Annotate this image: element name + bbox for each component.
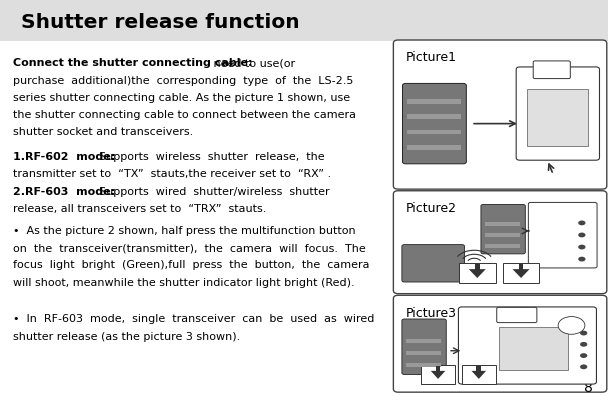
FancyBboxPatch shape [402,84,466,164]
Bar [406,363,441,367]
Bar [477,367,481,372]
FancyBboxPatch shape [393,41,607,190]
Circle shape [558,317,585,334]
FancyBboxPatch shape [402,245,465,282]
FancyBboxPatch shape [0,0,608,42]
Text: focus  light  bright  (Green),full  press  the  button,  the  camera: focus light bright (Green),full press th… [13,260,370,270]
FancyBboxPatch shape [402,319,446,375]
Bar [485,222,520,226]
Text: release, all transceivers set to  “TRX”  stauts.: release, all transceivers set to “TRX” s… [13,203,267,213]
Text: shutter socket and transceivers.: shutter socket and transceivers. [13,127,193,137]
Text: series shutter connecting cable. As the picture 1 shown, use: series shutter connecting cable. As the … [13,93,350,103]
Text: Picture2: Picture2 [406,202,457,215]
Text: purchase  additional)the  corresponding  type  of  the  LS-2.5: purchase additional)the corresponding ty… [13,75,354,85]
Text: 8: 8 [584,380,593,394]
Bar [407,115,461,120]
Text: Picture1: Picture1 [406,51,457,64]
Bar [407,100,461,105]
Text: Supports  wireless  shutter  release,  the: Supports wireless shutter release, the [92,152,325,162]
Bar [407,130,461,135]
FancyBboxPatch shape [516,68,599,161]
Text: 2.RF-603  mode:: 2.RF-603 mode: [13,186,116,196]
Text: •  In  RF-603  mode,  single  transceiver  can  be  used  as  wired: • In RF-603 mode, single transceiver can… [13,314,375,324]
FancyBboxPatch shape [0,42,608,401]
Polygon shape [430,371,445,379]
FancyBboxPatch shape [481,205,525,254]
Text: Connect the shutter connecting cable:: Connect the shutter connecting cable: [13,58,253,68]
Circle shape [580,331,587,336]
Text: need to use(or: need to use(or [210,58,295,68]
Bar [485,233,520,237]
Circle shape [580,365,587,369]
Bar [462,365,496,384]
Polygon shape [469,269,486,278]
Bar [435,367,440,372]
Bar [475,265,480,270]
Bar [499,328,568,370]
Bar [407,146,461,150]
Bar [503,263,539,284]
Circle shape [578,257,586,262]
Circle shape [578,221,586,226]
Circle shape [578,245,586,250]
Text: shutter release (as the picture 3 shown).: shutter release (as the picture 3 shown)… [13,331,241,341]
Bar [485,245,520,249]
FancyBboxPatch shape [533,62,570,79]
Text: 1.RF-602  mode:: 1.RF-602 mode: [13,152,116,162]
Bar [406,351,441,355]
Bar [459,263,496,284]
Bar [527,90,588,146]
Polygon shape [471,371,486,379]
Circle shape [578,233,586,238]
FancyBboxPatch shape [393,296,607,392]
Text: Picture3: Picture3 [406,306,457,319]
Text: transmitter set to  “TX”  stauts,the receiver set to  “RX” .: transmitter set to “TX” stauts,the recei… [13,169,331,179]
Text: Shutter release function: Shutter release function [21,12,300,32]
Text: will shoot, meanwhile the shutter indicator light bright (Red).: will shoot, meanwhile the shutter indica… [13,277,355,287]
Bar [421,365,455,384]
Bar [406,339,441,343]
Circle shape [580,353,587,358]
Text: the shutter connecting cable to connect between the camera: the shutter connecting cable to connect … [13,110,356,120]
FancyBboxPatch shape [528,203,597,268]
Polygon shape [513,269,530,278]
Text: Supports  wired  shutter/wireless  shutter: Supports wired shutter/wireless shutter [92,186,330,196]
FancyBboxPatch shape [458,307,596,384]
Text: on  the  transceiver(transmitter),  the  camera  will  focus.  The: on the transceiver(transmitter), the cam… [13,243,366,253]
Text: •  As the picture 2 shown, half press the multifunction button: • As the picture 2 shown, half press the… [13,225,356,235]
Bar [519,265,523,270]
FancyBboxPatch shape [393,191,607,294]
Circle shape [580,342,587,347]
FancyBboxPatch shape [497,308,537,323]
